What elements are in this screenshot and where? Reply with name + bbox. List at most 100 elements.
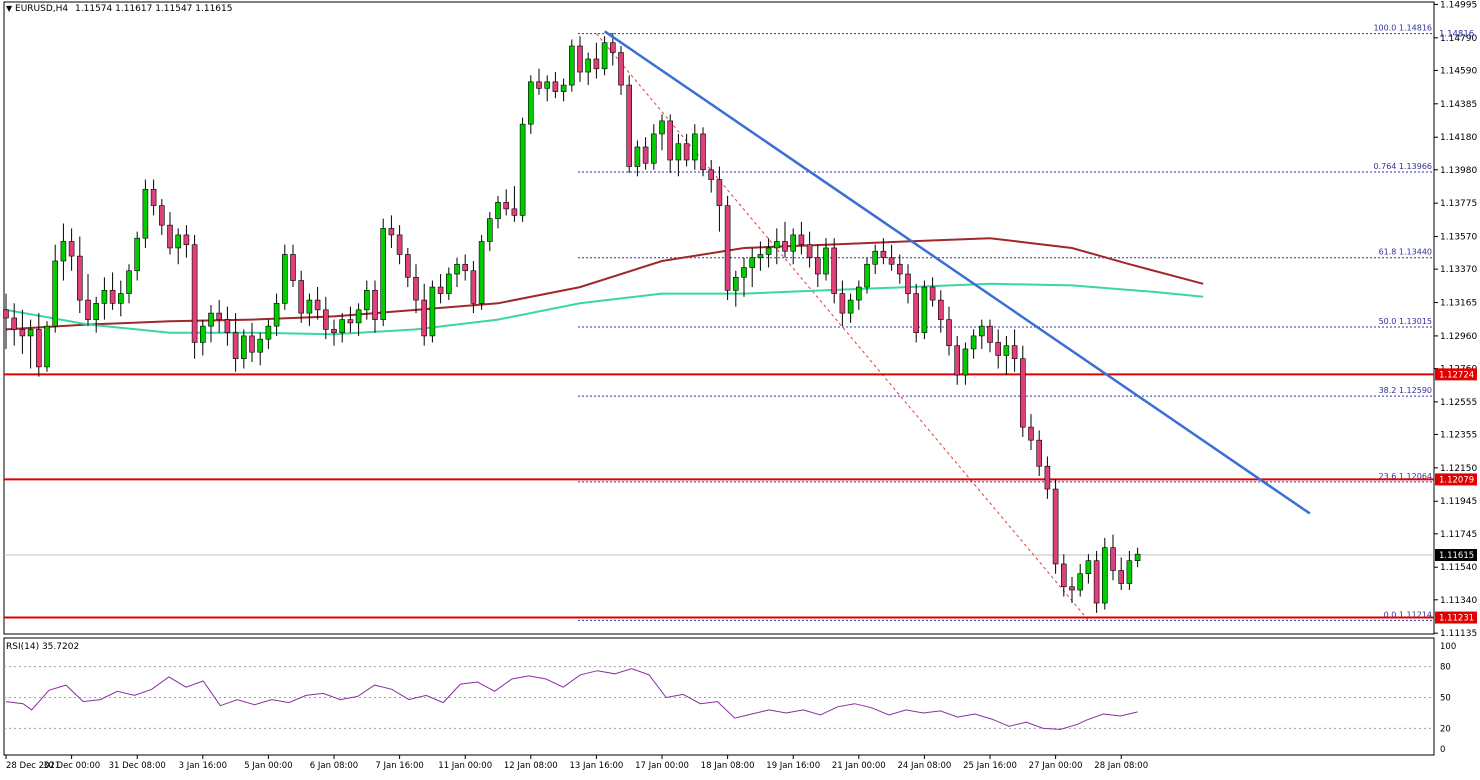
candle: [675, 133, 682, 177]
candle-body: [388, 228, 395, 236]
symbol-label: EURUSD,H4: [15, 4, 69, 14]
candle-body: [232, 332, 239, 360]
candle-body: [462, 263, 469, 272]
candle-body: [995, 342, 1002, 356]
candle-body: [552, 81, 559, 92]
candle: [1077, 563, 1083, 597]
candle: [77, 236, 83, 314]
time-tick-label: 3 Jan 16:00: [179, 761, 227, 771]
candle-body: [126, 270, 132, 294]
symbol-dropdown-icon[interactable]: ▼: [6, 4, 13, 13]
candle-body: [1069, 586, 1075, 591]
candle-body: [478, 241, 485, 304]
price-badge-label: 1.12079: [1439, 475, 1474, 485]
price-tick-label: 1.14995: [1440, 0, 1477, 10]
candle-body: [85, 299, 91, 320]
candle-body: [322, 309, 329, 330]
candle: [404, 247, 411, 288]
candle: [413, 264, 419, 314]
candle: [3, 293, 9, 349]
candle-body: [347, 319, 354, 324]
candle-body: [536, 81, 542, 89]
time-tick-label: 19 Jan 16:00: [766, 761, 820, 771]
candle-body: [142, 189, 149, 239]
candle-body: [921, 286, 928, 333]
candle: [232, 313, 239, 372]
candle: [880, 238, 887, 265]
candle-body: [159, 205, 165, 226]
time-tick-label: 30 Dec 00:00: [43, 761, 100, 771]
candle-body: [331, 329, 337, 333]
candle-body: [896, 263, 903, 275]
candle-body: [355, 309, 362, 324]
candle-body: [519, 123, 526, 216]
candle-body: [618, 52, 624, 86]
candle-body: [486, 218, 493, 242]
candle-body: [503, 202, 510, 210]
bearish-trendline[interactable]: [603, 30, 1311, 515]
candle: [536, 68, 542, 95]
candle: [1110, 534, 1116, 581]
price-badge-label: 1.11615: [1439, 551, 1474, 561]
candle-body: [183, 234, 190, 246]
candle: [331, 319, 337, 346]
candle-body: [150, 189, 157, 206]
candle: [544, 75, 551, 102]
candle-body: [118, 293, 124, 304]
time-tick-label: 28 Jan 08:00: [1094, 761, 1148, 771]
time-tick-label: 21 Jan 00:00: [832, 761, 886, 771]
candle: [634, 140, 641, 177]
candle: [773, 228, 780, 265]
candle-body: [3, 309, 9, 319]
candle-body: [987, 325, 993, 343]
candle-body: [175, 234, 181, 249]
candle: [987, 319, 993, 353]
candle: [691, 124, 698, 170]
candle: [167, 212, 173, 255]
candle-body: [224, 319, 231, 333]
candle-body: [404, 254, 411, 278]
ohlc-values: 1.11574 1.11617 1.11547 1.11615: [75, 4, 233, 14]
fib-level-label: 23.6 1.12064: [1379, 472, 1432, 481]
candle-body: [757, 254, 764, 259]
candle-body: [847, 299, 854, 314]
candle: [200, 319, 206, 356]
fib-diagonal-line[interactable]: [596, 33, 1089, 621]
candle-body: [200, 325, 206, 343]
candle: [1036, 430, 1042, 476]
price-tick-label: 1.11135: [1440, 629, 1477, 639]
candle: [298, 270, 305, 323]
candle-body: [167, 224, 173, 249]
candle: [683, 133, 690, 167]
time-tick-label: 27 Jan 00:00: [1029, 761, 1083, 771]
candle: [937, 290, 944, 333]
candle-body: [667, 120, 674, 161]
candle: [1061, 554, 1067, 597]
candle: [134, 231, 140, 281]
candle: [52, 244, 59, 333]
time-tick-label: 7 Jan 16:00: [375, 761, 423, 771]
time-tick-label: 24 Jan 08:00: [897, 761, 951, 771]
candle: [978, 319, 985, 349]
candle-body: [831, 247, 838, 294]
price-tick-label: 1.13370: [1440, 265, 1477, 275]
candle: [1134, 547, 1141, 568]
time-tick-label: 5 Jan 00:00: [244, 761, 292, 771]
price-tick-label: 1.12150: [1440, 464, 1477, 474]
candle: [839, 280, 846, 327]
candle: [814, 244, 821, 288]
candle: [560, 78, 567, 102]
candle: [126, 264, 132, 304]
candle-body: [626, 84, 633, 167]
fibonacci-retracement[interactable]: 100.0 1.14816 0.764 1.13966 61.8 1.13440 50…: [578, 24, 1434, 621]
candle-body: [495, 202, 501, 219]
candle: [847, 293, 854, 323]
price-tick-label: 1.11340: [1440, 596, 1477, 606]
candle: [454, 257, 460, 288]
candle-body: [1134, 553, 1141, 562]
time-tick-label: 17 Jan 00:00: [635, 761, 689, 771]
candle: [732, 270, 739, 307]
candle-body: [101, 290, 108, 304]
